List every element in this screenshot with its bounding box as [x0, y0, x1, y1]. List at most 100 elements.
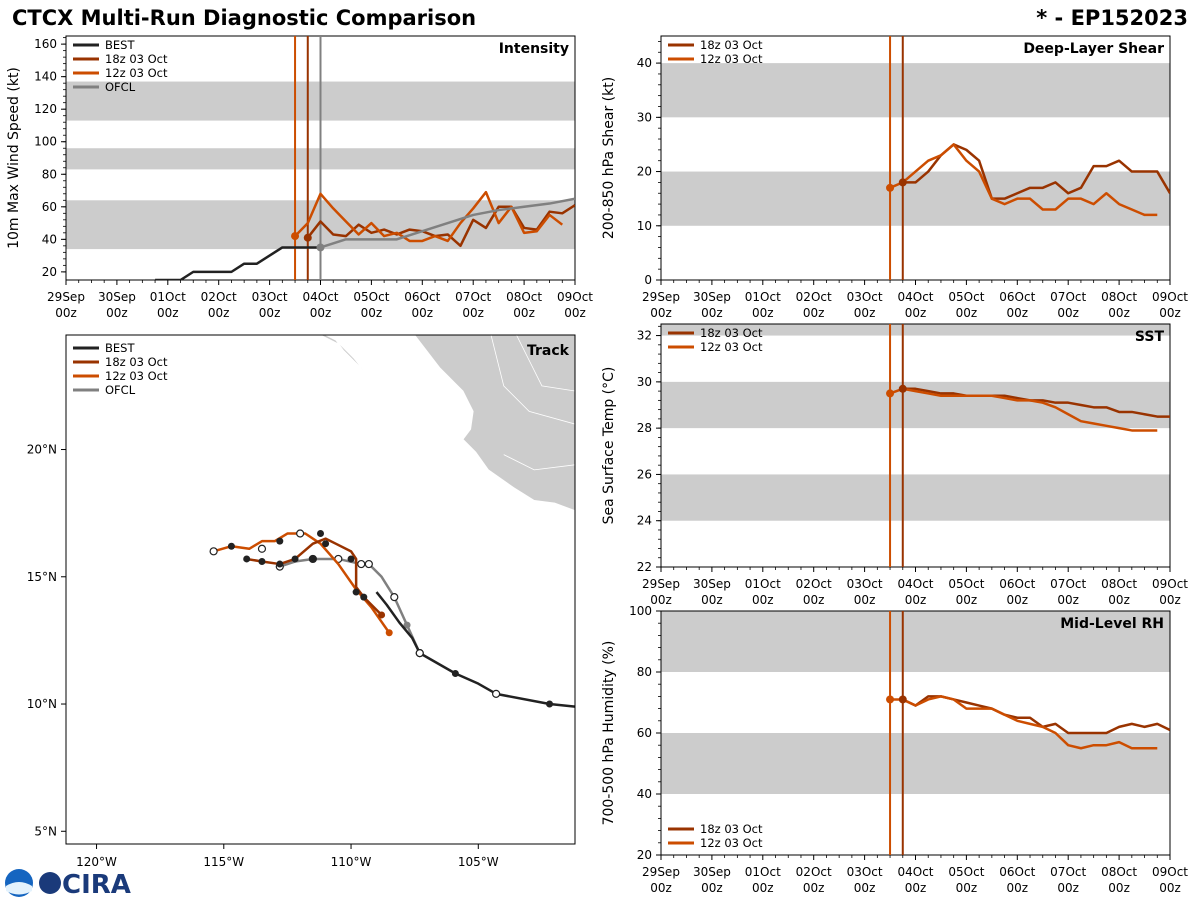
intensity-xtick-day: 03Oct [252, 290, 288, 304]
sst-series-run12 [889, 387, 1158, 432]
track-line-ofcl [279, 557, 421, 654]
noaa-wave-icon [6, 882, 32, 895]
rh-xtick-day: 06Oct [999, 865, 1035, 879]
shear-xtick-day: 08Oct [1101, 290, 1137, 304]
intensity-xtick-day: 30Sep [98, 290, 136, 304]
track-point-best [546, 700, 554, 708]
shear-xtick-hour: 00z [1007, 306, 1029, 320]
intensity-xtick-hour: 00z [310, 306, 332, 320]
intensity-ytick-label: 160 [34, 37, 57, 51]
rh-xtick-day: 29Sep [642, 865, 680, 879]
intensity-xtick-day: 01Oct [150, 290, 186, 304]
rh-series-run18-start-point [898, 695, 907, 704]
sst-ytick-label: 22 [637, 560, 652, 574]
intensity-series-group [155, 190, 575, 280]
rh-xtick-day: 30Sep [693, 865, 731, 879]
sst-xtick-hour: 00z [1007, 593, 1029, 607]
intensity-xtick-hour: 00z [462, 306, 484, 320]
cira-logo: CIRA [5, 869, 131, 900]
intensity-xtick-day: 29Sep [47, 290, 85, 304]
track-map-area [209, 335, 575, 708]
intensity-ytick-label: 20 [42, 265, 57, 279]
sst-legend-label: 18z 03 Oct [700, 326, 763, 340]
sst-legend-label: 12z 03 Oct [700, 340, 763, 354]
intensity-xtick-day: 05Oct [353, 290, 389, 304]
rh-xtick-day: 07Oct [1050, 865, 1086, 879]
sst-plot-frame [660, 323, 1171, 568]
track-point-run18 [378, 611, 386, 619]
rh-series-run18 [902, 695, 1170, 735]
intensity-xtick-hour: 00z [361, 306, 383, 320]
sst-ylabel: Sea Surface Temp (°C) [601, 367, 617, 525]
track-point-run18 [360, 593, 368, 601]
shear-xtick-hour: 00z [803, 306, 825, 320]
sst-xtick-day: 01Oct [745, 577, 781, 591]
track-point-run12 [276, 537, 284, 545]
shear-ylabel: 200-850 hPa Shear (kt) [601, 77, 617, 239]
rh-ytick-label: 40 [637, 787, 652, 801]
track-legend-label: OFCL [105, 383, 136, 397]
shear-xtick-hour: 00z [701, 306, 723, 320]
track-xtick-label: 115°W [203, 855, 244, 869]
track-point-ofcl [403, 621, 411, 629]
shear-xtick-day: 01Oct [745, 290, 781, 304]
rh-ytick-label: 20 [637, 848, 652, 862]
sst-xtick-day: 08Oct [1101, 577, 1137, 591]
intensity-ylabel: 10m Max Wind Speed (kt) [6, 67, 22, 249]
rh-xtick-day: 02Oct [796, 865, 832, 879]
shear-xtick-day: 29Sep [642, 290, 680, 304]
shear-ytick-label: 30 [637, 110, 652, 124]
rh-xtick-hour: 00z [701, 881, 723, 895]
rh-xtick-hour: 00z [1159, 881, 1181, 895]
sst-ytick-label: 24 [637, 514, 652, 528]
shear-xtick-day: 06Oct [999, 290, 1035, 304]
rh-legend-label: 12z 03 Oct [700, 836, 763, 850]
intensity-legend-label: OFCL [105, 80, 136, 94]
track-point-run18 [276, 560, 284, 568]
track-plot-frame [65, 334, 576, 845]
rh-xtick-hour: 00z [650, 881, 672, 895]
track-point-ofcl [364, 559, 373, 569]
shear-xtick-day: 02Oct [796, 290, 832, 304]
rh-xtick-day: 03Oct [847, 865, 883, 879]
rh-panel-title: Mid-Level RH [1060, 616, 1164, 632]
rh-xtick-day: 04Oct [897, 865, 933, 879]
rh-xtick-day: 08Oct [1101, 865, 1137, 879]
shear-series-run12-start-point [886, 183, 895, 192]
rh-ylabel: 700-500 hPa Humidity (%) [601, 641, 617, 826]
sst-ytick-label: 26 [637, 467, 652, 481]
rh-xtick-hour: 00z [752, 881, 774, 895]
track-point-run12 [317, 530, 324, 538]
intensity-xtick-hour: 00z [513, 306, 535, 320]
sst-xtick-hour: 00z [803, 593, 825, 607]
shear-series-run18-start-point [898, 178, 907, 187]
shear-band [661, 63, 1170, 118]
shear-ytick-label: 0 [644, 273, 652, 287]
intensity-xtick-hour: 00z [259, 306, 281, 320]
shear-legend-label: 18z 03 Oct [700, 38, 763, 52]
track-legend-label: BEST [105, 341, 135, 355]
sst-panel-title: SST [1135, 329, 1165, 345]
track-ytick-label: 5°N [34, 824, 57, 838]
globe-icon [39, 872, 61, 894]
sst-xtick-day: 30Sep [693, 577, 731, 591]
rh-xtick-hour: 00z [803, 881, 825, 895]
shear-panel-title: Deep-Layer Shear [1023, 41, 1164, 57]
track-point-run12 [296, 529, 305, 538]
intensity-xtick-hour: 00z [157, 306, 179, 320]
intensity-legend-label: 12z 03 Oct [105, 66, 168, 80]
sst-xtick-day: 02Oct [796, 577, 832, 591]
sst-band [661, 324, 1170, 336]
land-mass [320, 335, 365, 371]
track-point-ofcl [357, 559, 366, 569]
intensity-xtick-day: 09Oct [557, 290, 593, 304]
rh-series-group [890, 695, 1170, 750]
shear-legend-label: 12z 03 Oct [700, 52, 763, 66]
sst-ytick-label: 30 [637, 375, 652, 389]
track-ytick-label: 10°N [27, 697, 57, 711]
sst-ytick-label: 32 [637, 329, 652, 343]
rh-series-run12-start-point [886, 695, 895, 704]
intensity-series-ofcl [320, 197, 575, 249]
sst-series-run12-start-point [886, 389, 895, 398]
